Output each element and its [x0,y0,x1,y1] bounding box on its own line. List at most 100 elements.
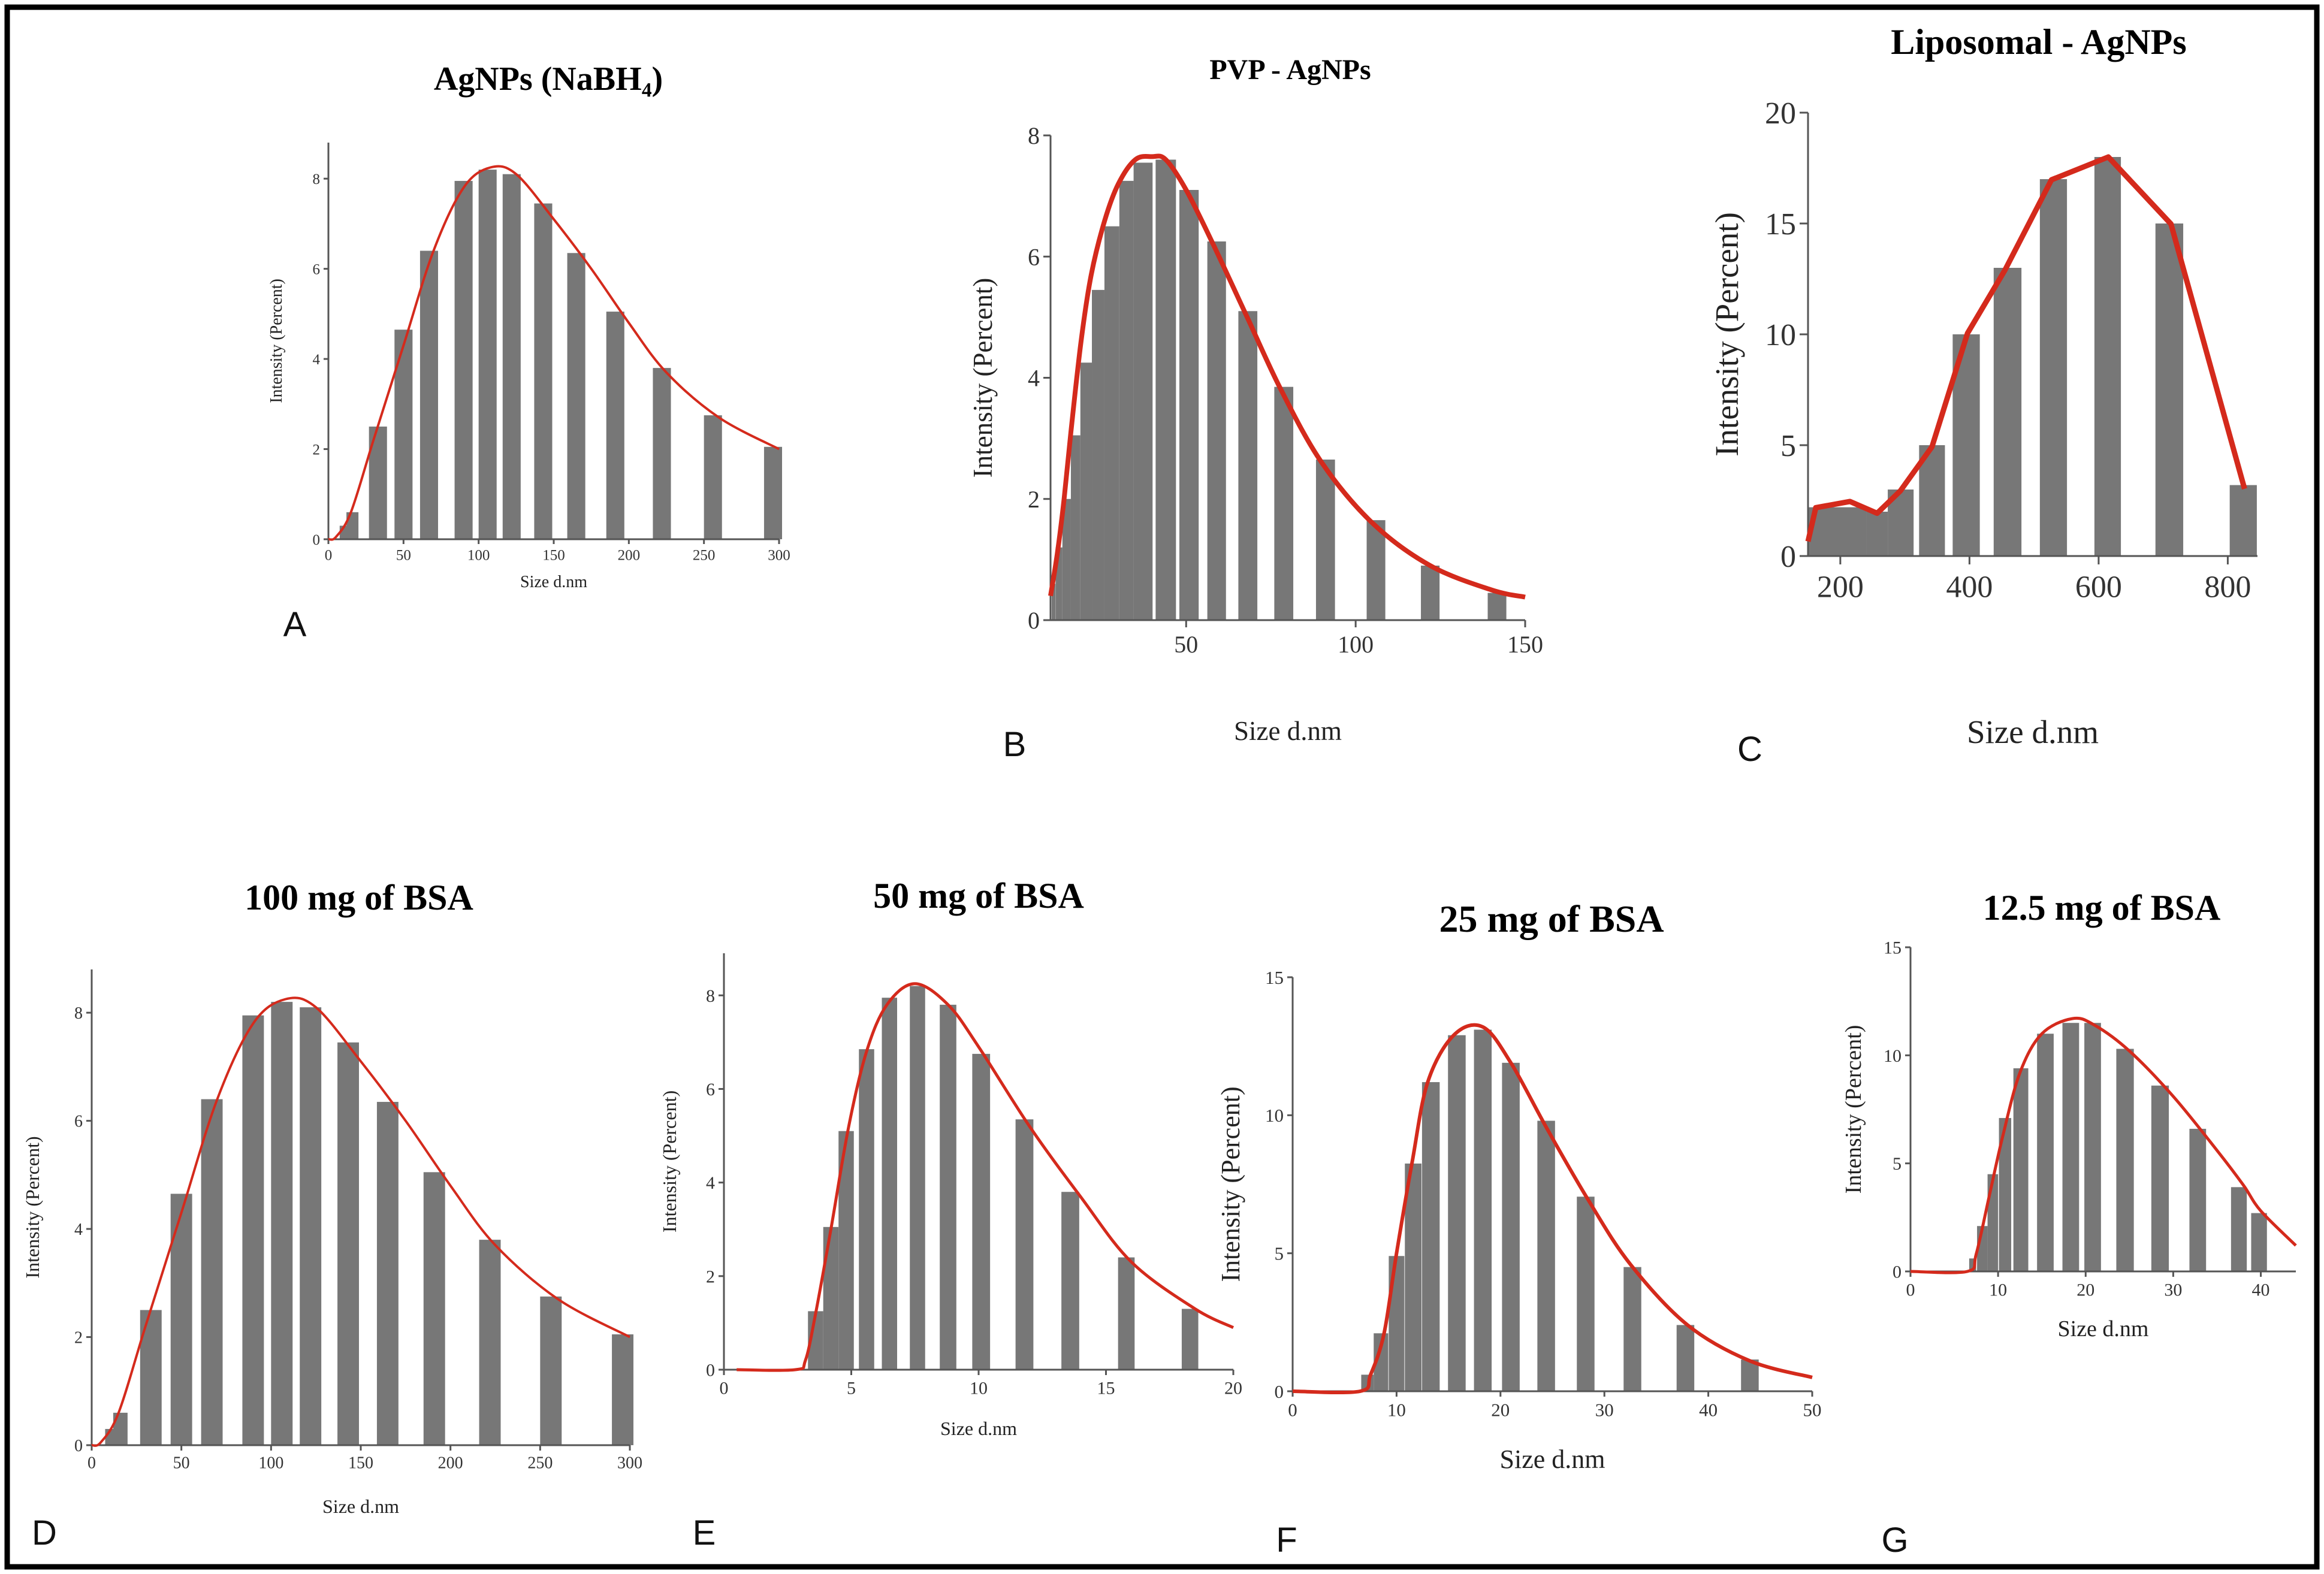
histogram-bar [1315,460,1335,620]
panel-label: E [693,1513,716,1552]
histogram-bar [479,1240,501,1445]
histogram-bar [972,1053,991,1370]
histogram-bar [2037,1034,2054,1271]
panel-label: B [1003,725,1027,764]
y-tick-label: 10 [1884,1046,1902,1066]
x-tick-label: 10 [1989,1280,2007,1300]
histogram-bar [612,1334,633,1445]
y-axis-label: Intensity (Percent) [1841,1025,1866,1194]
x-tick-label: 30 [2164,1280,2182,1300]
x-tick-label: 10 [1387,1400,1406,1421]
y-tick-label: 5 [1780,429,1796,463]
y-tick-label: 0 [74,1437,83,1455]
histogram-bar [1080,362,1092,620]
y-tick-label: 15 [1765,207,1796,241]
y-axis-label: Intensity (Percent) [1709,212,1745,457]
y-tick-label: 0 [1275,1381,1284,1402]
panel-label: F [1276,1521,1297,1560]
x-tick-label: 100 [258,1454,283,1472]
histogram-bar [1448,1035,1466,1391]
histogram-bar [423,1172,445,1445]
x-tick-label: 600 [2075,570,2122,605]
histogram-bar [534,203,553,539]
histogram-bar [1999,1117,2012,1271]
y-tick-label: 10 [1265,1105,1284,1126]
x-tick-label: 50 [1174,631,1198,658]
x-tick-label: 200 [1817,570,1864,605]
x-tick-label: 0 [87,1454,96,1472]
distribution-curve [1805,154,2247,542]
panel-label: G [1881,1521,1908,1560]
histogram-bar [1118,1257,1135,1370]
y-tick-label: 20 [1765,96,1796,131]
distribution-curve [1910,1016,2297,1274]
distribution-curve [1292,1023,1813,1395]
x-tick-label: 400 [1946,570,1993,605]
histogram-bar [1207,241,1226,620]
x-tick-label: 20 [2076,1280,2094,1300]
histogram-bar [337,1042,360,1445]
histogram-bar [882,998,897,1370]
histogram-bar [1061,1192,1079,1370]
histogram-bar [502,174,521,540]
y-tick-label: 8 [74,1004,83,1023]
histogram-bar [2229,485,2257,556]
histogram-bar [1104,226,1119,620]
histogram-bar [1676,1325,1695,1391]
y-tick-label: 6 [706,1080,715,1099]
histogram-bar [1133,162,1153,621]
histogram-bar [300,1007,322,1445]
histogram-bar [271,1002,293,1445]
x-tick-label: 300 [768,547,790,563]
histogram-bar [859,1049,874,1370]
chart-title: PVP - AgNPs [1209,54,1371,86]
histogram-bar [1421,565,1440,620]
x-tick-label: 0 [1906,1280,1915,1300]
x-tick-label: 50 [1803,1400,1822,1421]
chart-title: AgNPs (NaBH₄) [434,61,663,98]
x-tick-label: 800 [2204,570,2251,605]
x-tick-label: 15 [1097,1379,1115,1398]
histogram-bar [1969,1258,1976,1271]
x-tick-label: 200 [438,1454,463,1472]
histogram-bar [1051,584,1056,620]
histogram-bar [1055,547,1063,620]
x-tick-label: 20 [1224,1379,1242,1398]
histogram-bar [454,180,473,539]
histogram-bar [1389,1256,1405,1391]
chart-panel-f: 0 10 20 30 40 50 0 5 10 15 Size d.nm Intensity (Per… [1216,898,1822,1560]
histogram-bar [2013,1068,2029,1271]
distribution-curve [91,996,630,1447]
chart-panel-g: 0 10 20 30 40 0 5 10 15 Size d.nm Intensity (Perce… [1841,888,2297,1560]
histogram-bar [2189,1128,2207,1271]
histogram-bar [1238,311,1258,620]
histogram-bar [2231,1187,2247,1271]
histogram-bar [1623,1267,1641,1391]
chart-panel-a: 0 50 100 150 200 250 300 0 2 4 6 8 Size d.nm Intensit… [267,61,790,644]
x-tick-label: 100 [1338,631,1374,658]
distribution-curve [737,982,1235,1372]
histogram-bar [606,312,624,539]
histogram-bar [2155,223,2184,556]
y-tick-label: 5 [1275,1243,1284,1264]
x-axis-label: Size d.nm [1500,1445,1605,1474]
y-tick-label: 0 [313,532,321,548]
x-axis-label: Size d.nm [1967,714,2099,750]
chart-panel-c: 200 400 600 800 0 5 10 15 20 Size d.nm Intensity (… [1709,22,2257,769]
histogram-bar [1070,435,1080,620]
histogram-bar [1487,593,1507,620]
histogram-bar [1274,386,1294,620]
histogram-bar [1537,1120,1555,1391]
y-tick-label: 15 [1265,967,1284,988]
histogram-bar [567,253,585,539]
chart-title: Liposomal - AgNPs [1891,22,2186,62]
x-tick-label: 0 [325,547,333,563]
histogram-bar [346,512,359,539]
histogram-bar [1015,1119,1034,1370]
chart-title: 12.5 mg of BSA [1983,888,2221,928]
x-tick-label: 150 [348,1454,373,1472]
histogram-bar [419,250,438,539]
y-tick-label: 0 [1028,607,1040,634]
y-tick-label: 4 [74,1220,83,1239]
